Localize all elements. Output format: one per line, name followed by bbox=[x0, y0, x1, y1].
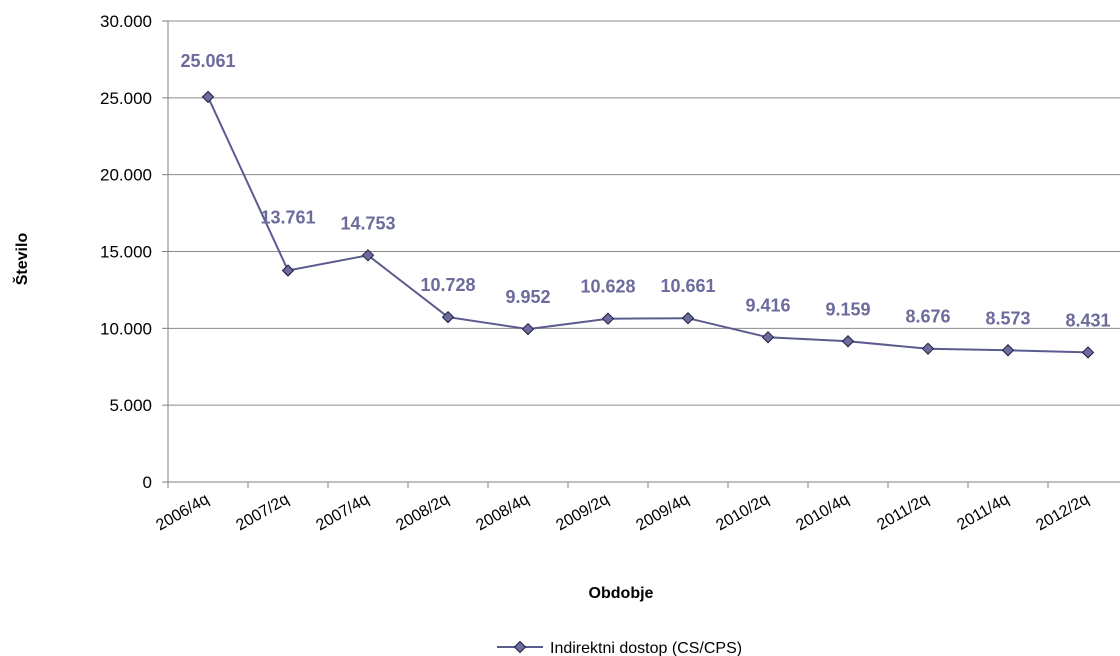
data-point-marker bbox=[1001, 344, 1015, 357]
legend-label: Indirektni dostop (CS/CPS) bbox=[550, 640, 742, 656]
data-label: 9.416 bbox=[745, 295, 790, 315]
data-label: 9.952 bbox=[505, 287, 550, 307]
legend-marker-diamond-icon bbox=[513, 640, 527, 654]
y-tick-label: 20.000 bbox=[100, 166, 152, 185]
data-point-marker bbox=[441, 310, 455, 324]
x-tick-labels: 2006/4q 2007/2q 2007/4q 2008/2q 2008/4q 2009/… bbox=[153, 491, 1092, 535]
gridlines bbox=[168, 20, 1120, 406]
data-point-marker bbox=[521, 322, 535, 336]
x-tick-label: 2009/2q bbox=[553, 491, 612, 535]
data-label: 25.061 bbox=[180, 51, 235, 71]
x-tick-label: 2012/2q bbox=[1033, 491, 1092, 535]
y-tick-labels: 0 5.000 10.000 15.000 20.000 25.000 30.000 bbox=[100, 12, 152, 492]
x-tick-label: 2007/2q bbox=[233, 491, 292, 535]
data-label: 13.761 bbox=[260, 208, 315, 228]
x-tick-label: 2011/2q bbox=[874, 491, 932, 534]
data-point-marker bbox=[201, 90, 215, 104]
data-label: 14.753 bbox=[340, 213, 395, 233]
data-label: 8.431 bbox=[1065, 310, 1110, 330]
data-labels: 25.061 13.761 14.753 10.728 9.952 10.628 10.66… bbox=[180, 51, 1110, 331]
data-label: 8.676 bbox=[905, 307, 950, 327]
axes bbox=[162, 20, 1120, 488]
x-tick-label: 2008/4q bbox=[473, 491, 532, 535]
y-tick-label: 5.000 bbox=[109, 396, 152, 415]
x-axis-title: Obdobje bbox=[589, 585, 654, 602]
data-label: 8.573 bbox=[985, 308, 1030, 328]
x-tick-label: 2009/4q bbox=[633, 491, 692, 535]
data-point-marker bbox=[601, 312, 615, 325]
y-tick-label: 10.000 bbox=[100, 319, 152, 338]
x-tick-label: 2010/4q bbox=[793, 491, 852, 535]
y-tick-label: 15.000 bbox=[100, 243, 152, 262]
y-tick-label: 0 bbox=[143, 473, 152, 492]
x-tick-label: 2007/4q bbox=[313, 491, 372, 535]
data-label: 10.661 bbox=[660, 276, 715, 296]
data-label: 9.159 bbox=[825, 299, 870, 319]
y-tick-label: 30.000 bbox=[100, 12, 152, 31]
data-point-marker bbox=[1081, 346, 1095, 359]
y-tick-label: 25.000 bbox=[100, 89, 152, 108]
legend: Indirektni dostop (CS/CPS) bbox=[497, 640, 742, 656]
data-point-marker bbox=[761, 331, 775, 344]
x-tick-label: 2010/2q bbox=[713, 491, 772, 535]
series-line bbox=[207, 96, 1089, 354]
data-point-marker bbox=[681, 311, 695, 325]
x-tick-label: 2008/2q bbox=[393, 491, 452, 535]
data-point-marker bbox=[841, 335, 855, 348]
data-point-marker bbox=[361, 249, 375, 262]
data-label: 10.728 bbox=[420, 275, 475, 295]
data-markers bbox=[201, 90, 1095, 359]
data-label: 10.628 bbox=[580, 277, 635, 297]
y-axis-title: Število bbox=[12, 233, 31, 286]
data-point-marker bbox=[281, 264, 295, 277]
series-lines bbox=[207, 96, 1089, 354]
x-tick-label: 2006/4q bbox=[153, 491, 212, 535]
data-point-marker bbox=[921, 342, 935, 355]
x-tick-label: 2011/4q bbox=[954, 491, 1012, 534]
